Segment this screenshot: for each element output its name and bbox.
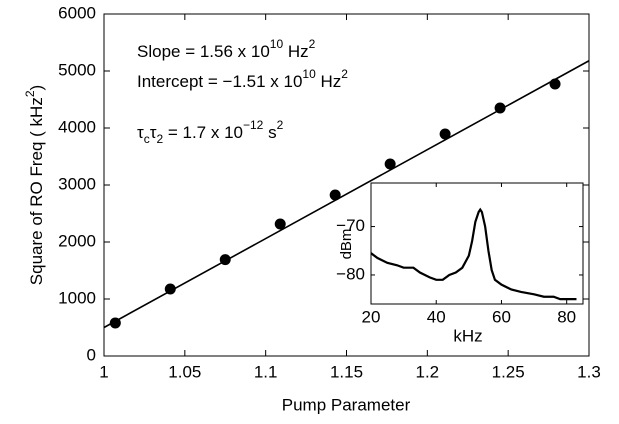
x-tick-label: 60 bbox=[492, 307, 511, 326]
plot-frame bbox=[370, 182, 584, 305]
data-point bbox=[439, 128, 451, 140]
ann-sup: −12 bbox=[243, 118, 264, 132]
ann-part: τ bbox=[137, 123, 144, 142]
ann-sup: 2 bbox=[277, 118, 284, 132]
ann-sup: 2 bbox=[341, 67, 348, 81]
annotation: τcτ2 = 1.7 x 10−12 s2 bbox=[137, 118, 284, 146]
data-point bbox=[384, 158, 396, 170]
x-tick-label: 1.1 bbox=[254, 362, 278, 381]
ann-part: Hz bbox=[316, 72, 342, 91]
data-point bbox=[329, 189, 341, 201]
y-axis-label: Square of RO Freq ( kHz2) bbox=[23, 85, 46, 285]
y-label-part: ) bbox=[27, 85, 46, 91]
inset-y-label: dBm bbox=[338, 229, 355, 260]
y-tick-label: 3000 bbox=[58, 174, 96, 193]
y-tick-label: 2000 bbox=[58, 231, 96, 250]
ann-sup: 2 bbox=[309, 37, 316, 51]
ann-part: s bbox=[263, 123, 276, 142]
y-tick-label: 0 bbox=[87, 345, 96, 364]
ann-sub: c bbox=[144, 132, 150, 146]
x-tick-label: 20 bbox=[362, 307, 381, 326]
ann-part: Hz bbox=[283, 42, 309, 61]
x-tick-label: 1.2 bbox=[416, 362, 440, 381]
inset-x-label: kHz bbox=[453, 326, 482, 345]
annotation: Intercept = −1.51 x 1010 Hz2 bbox=[137, 67, 348, 91]
x-tick-label: 1.25 bbox=[492, 362, 525, 381]
y-label-sup: 2 bbox=[23, 90, 37, 97]
annotation: Slope = 1.56 x 1010 Hz2 bbox=[137, 37, 316, 61]
ann-part: Intercept = −1.51 x 10 bbox=[137, 72, 302, 91]
x-tick-label: 40 bbox=[427, 307, 446, 326]
x-axis-label: Pump Parameter bbox=[282, 395, 411, 414]
data-line bbox=[370, 207, 577, 301]
y-tick-label: −80 bbox=[336, 264, 365, 283]
data-point bbox=[274, 218, 286, 230]
ann-sup: 10 bbox=[302, 67, 316, 81]
ann-part: = 1.7 x 10 bbox=[163, 123, 243, 142]
ann-part: Slope = 1.56 x 10 bbox=[137, 42, 270, 61]
y-tick-label: 1000 bbox=[58, 288, 96, 307]
x-tick-label: 1.3 bbox=[577, 362, 601, 381]
ann-sub: 2 bbox=[156, 132, 163, 146]
x-tick-label: 80 bbox=[557, 307, 576, 326]
x-tick-label: 1.05 bbox=[168, 362, 201, 381]
data-line bbox=[103, 60, 590, 329]
y-tick-label: 5000 bbox=[58, 60, 96, 79]
y-tick-label: −70 bbox=[336, 216, 365, 235]
y-label-part: Square of RO Freq ( kHz bbox=[27, 97, 46, 285]
x-tick-label: 1 bbox=[99, 362, 108, 381]
x-tick-label: 1.15 bbox=[330, 362, 363, 381]
ann-sup: 10 bbox=[270, 37, 284, 51]
y-tick-label: 4000 bbox=[58, 117, 96, 136]
ann-part: τ bbox=[150, 123, 157, 142]
y-tick-label: 6000 bbox=[58, 3, 96, 22]
inset-background bbox=[371, 183, 583, 304]
